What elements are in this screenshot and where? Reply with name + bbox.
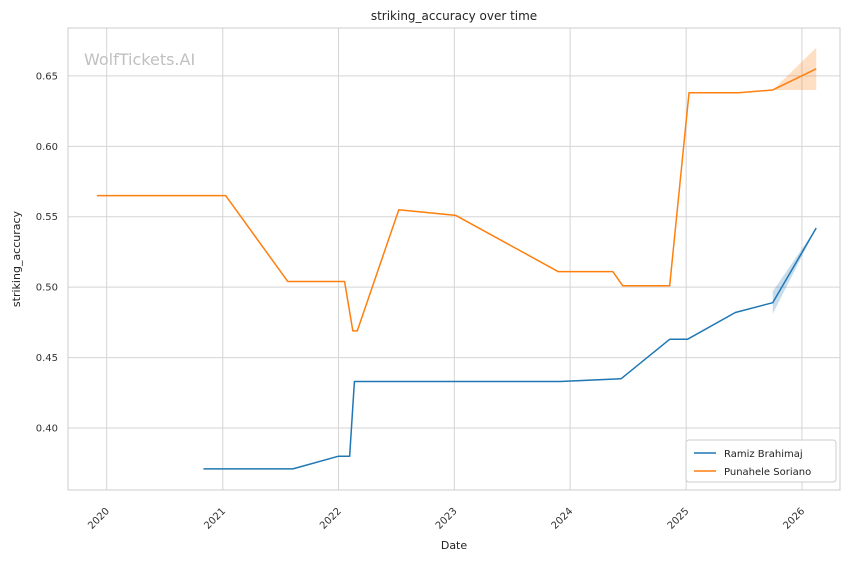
y-axis-label: striking_accuracy [10,210,23,307]
x-tick-label: 2024 [550,506,576,532]
x-axis-label: Date [441,539,468,552]
series-lines [96,68,817,470]
legend: Ramiz Brahimaj Punahele Soriano [685,439,837,483]
plot-frame [67,27,841,491]
legend-label-ramiz: Ramiz Brahimaj [724,449,803,460]
x-tick-label: 2025 [666,506,692,532]
y-tick-label: 0.40 [36,424,58,435]
x-tick-label: 2022 [318,506,344,532]
y-tick-label: 0.65 [36,71,58,82]
y-tick-label: 0.45 [36,353,58,364]
confidence-bands [772,47,817,314]
legend-box [685,439,837,483]
y-tick-label: 0.60 [36,142,58,153]
grid-lines [68,28,840,490]
y-axis-ticks: 0.40 0.45 0.50 0.55 0.60 0.65 [36,71,58,434]
y-tick-label: 0.50 [36,283,58,294]
x-tick-label: 2023 [434,506,460,532]
legend-label-punahele: Punahele Soriano [724,467,811,478]
band-ramiz [772,228,817,314]
series-line-punahele [96,68,817,332]
chart-title: striking_accuracy over time [371,9,537,23]
watermark: WolfTickets.AI [84,50,195,69]
y-tick-label: 0.55 [36,212,58,223]
x-axis-ticks: 2020 2021 2022 2023 2024 2025 2026 [86,506,807,532]
band-punahele [772,47,817,90]
x-tick-label: 2020 [86,506,112,532]
x-tick-label: 2026 [781,506,807,532]
x-tick-label: 2021 [202,506,228,532]
series-line-ramiz [203,227,817,470]
